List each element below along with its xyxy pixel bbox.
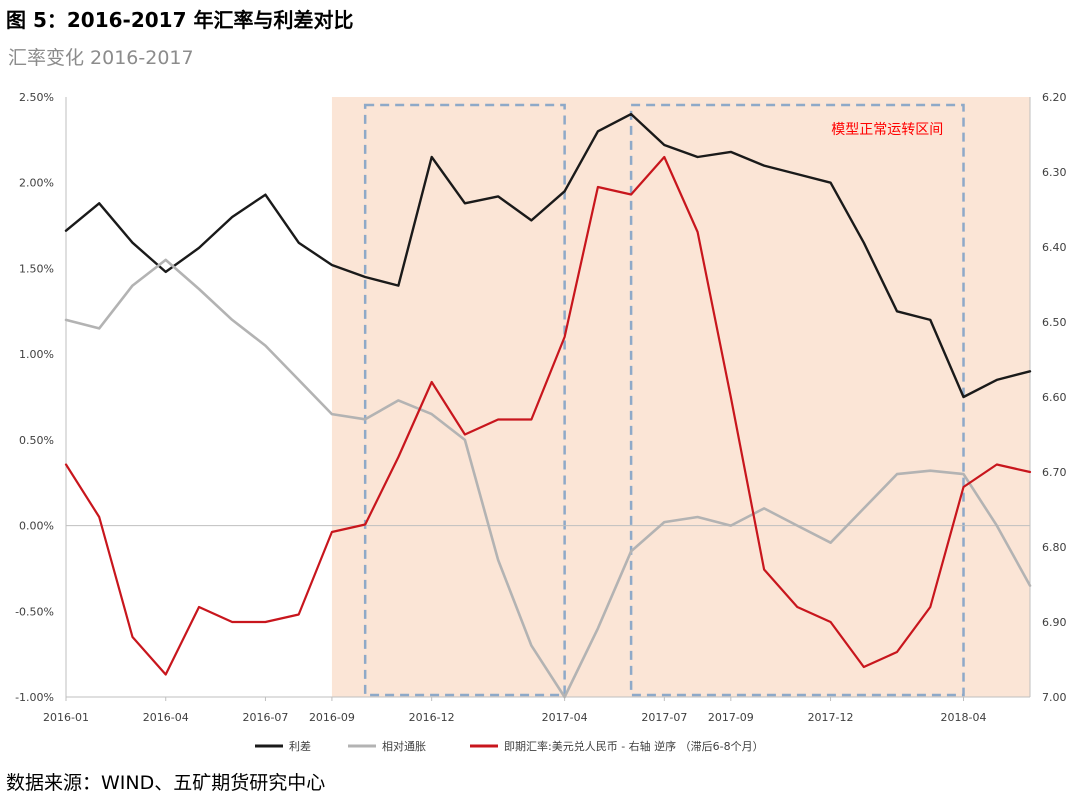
- series-line-3: [64, 155, 1032, 676]
- chart-subtitle: 汇率变化 2016-2017: [8, 47, 194, 69]
- annotation-text: 模型正常运转区间: [831, 122, 943, 138]
- y-right-tick-label: 6.40: [1042, 241, 1067, 254]
- y-right-tick-label: 6.70: [1042, 466, 1067, 479]
- y-left-tick-label: 0.50%: [19, 434, 54, 447]
- x-tick-label: 2017-04: [542, 711, 588, 724]
- y-left-tick-label: 1.00%: [19, 348, 54, 361]
- shaded-region-layer: [331, 97, 1030, 697]
- y-left-tick-label: 2.50%: [19, 91, 54, 104]
- y-left-tick-label: 0.00%: [19, 520, 54, 533]
- legend-label-1: 利差: [289, 739, 311, 753]
- x-tick-label: 2017-09: [708, 711, 754, 724]
- y-right-tick-label: 7.00: [1042, 691, 1067, 704]
- y-right-tick-label: 6.20: [1042, 91, 1067, 104]
- y-left-tick-label: -1.00%: [15, 691, 54, 704]
- y-left-tick-label: 2.00%: [19, 177, 54, 190]
- axis-layer: [65, 97, 1031, 701]
- series-line-1: [64, 112, 1032, 399]
- y-right-tick-label: 6.50: [1042, 316, 1067, 329]
- y-right-tick-label: 6.80: [1042, 541, 1067, 554]
- legend-layer: 利差 相对通胀 即期汇率:美元兑人民币 - 右轴 逆序 （滞后6-8个月）: [255, 739, 764, 753]
- dashed-box-1: [363, 103, 566, 697]
- x-tick-label: 2016-01: [43, 711, 89, 724]
- shaded-region: [331, 97, 1030, 697]
- dashed-box-layer: [363, 103, 965, 697]
- series-line-2: [64, 258, 1032, 699]
- legend-label-2: 相对通胀: [382, 739, 426, 753]
- x-tick-label: 2017-12: [808, 711, 854, 724]
- x-tick-label: 2018-04: [941, 711, 987, 724]
- dashed-box-2: [629, 103, 965, 697]
- y-left-tick-label: -0.50%: [15, 605, 54, 618]
- figure-title: 图 5：2016-2017 年汇率与利差对比: [6, 8, 354, 32]
- legend-label-3: 即期汇率:美元兑人民币 - 右轴 逆序 （滞后6-8个月）: [504, 739, 764, 753]
- y-right-tick-label: 6.60: [1042, 391, 1067, 404]
- x-tick-label: 2016-07: [242, 711, 288, 724]
- y-right-tick-label: 6.90: [1042, 616, 1067, 629]
- data-source: 数据来源：WIND、五矿期货研究中心: [6, 772, 326, 794]
- x-tick-label: 2017-07: [641, 711, 687, 724]
- x-tick-label: 2016-12: [409, 711, 455, 724]
- y-right-tick-label: 6.30: [1042, 166, 1067, 179]
- y-left-tick-label: 1.50%: [19, 262, 54, 275]
- series-layer: [64, 112, 1032, 699]
- label-layer: -1.00% -0.50% 0.00% 0.50% 1.00% 1.50% 2.00% 2.5…: [15, 91, 1066, 724]
- x-tick-label: 2016-04: [143, 711, 189, 724]
- x-tick-label: 2016-09: [309, 711, 355, 724]
